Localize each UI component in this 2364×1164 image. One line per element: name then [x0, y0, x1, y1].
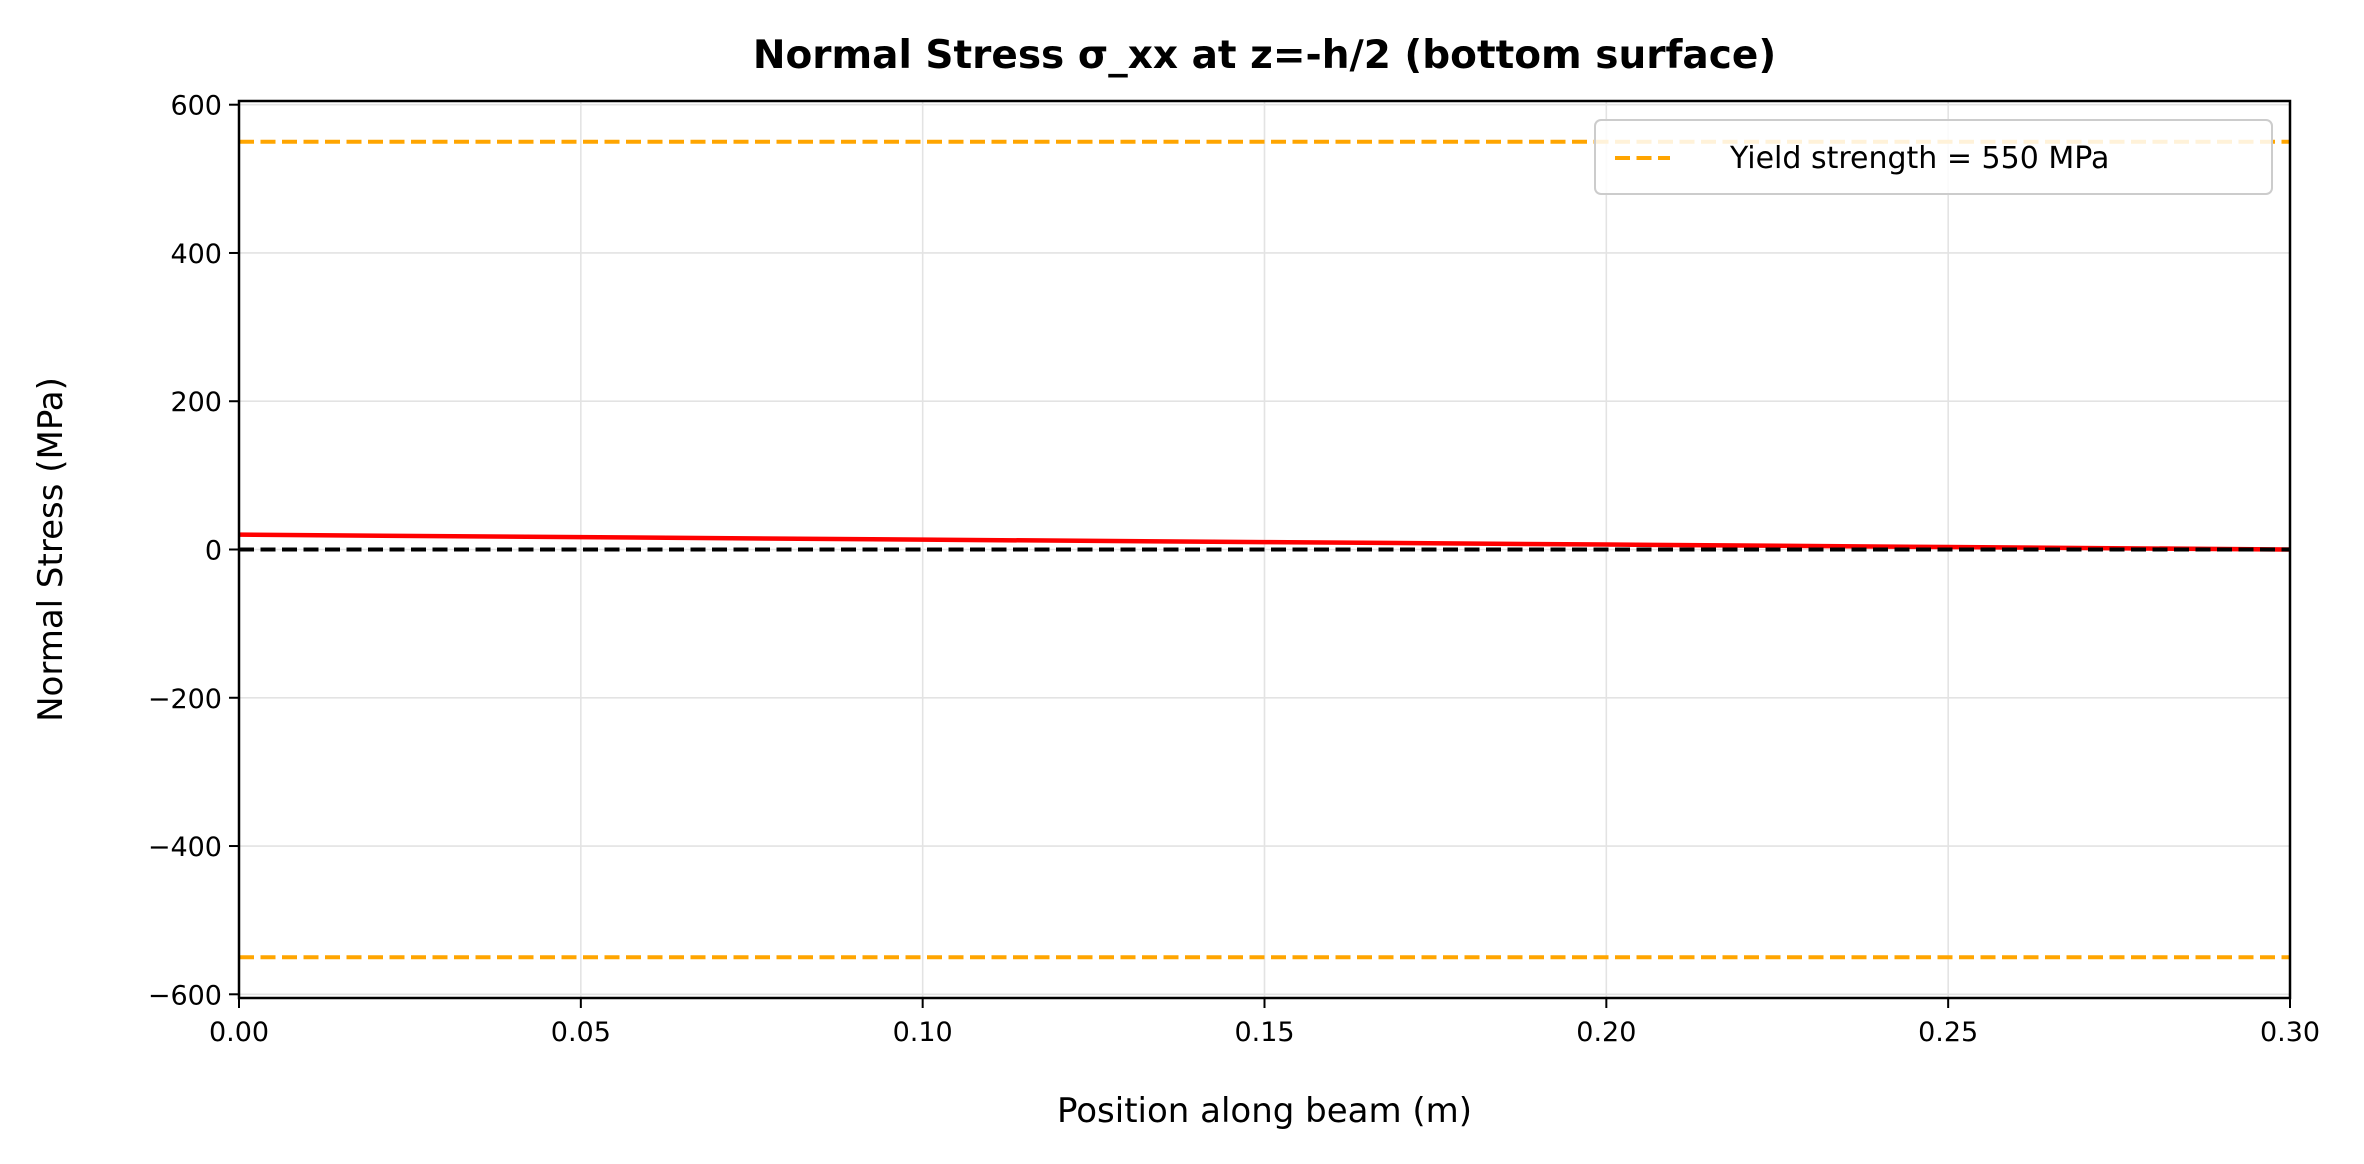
x-tick-label: 0.15 — [1234, 1017, 1294, 1048]
x-tick-label: 0.20 — [1576, 1017, 1636, 1048]
x-tick-label: 0.10 — [893, 1017, 953, 1048]
legend: Yield strength = 550 MPa — [1594, 119, 2273, 195]
x-axis-label: Position along beam (m) — [1057, 1091, 1472, 1131]
chart-title: Normal Stress σ_xx at z=-h/2 (bottom sur… — [753, 33, 1776, 78]
legend-box — [1594, 119, 2273, 195]
y-axis-label: Normal Stress (MPa) — [31, 377, 71, 722]
x-tick-label: 0.30 — [2260, 1017, 2320, 1048]
y-tick-label: −200 — [148, 684, 222, 715]
y-tick-label: −400 — [148, 832, 222, 863]
y-tick-label: −600 — [148, 980, 222, 1011]
y-tick-label: 200 — [170, 387, 222, 418]
y-tick-label: 400 — [170, 239, 222, 270]
x-tick-label: 0.00 — [209, 1017, 269, 1048]
stress-line — [238, 532, 2291, 552]
data-series — [238, 532, 2291, 552]
y-tick-label: 600 — [170, 91, 222, 122]
x-tick-label: 0.25 — [1918, 1017, 1978, 1048]
y-tick-label: 0 — [205, 536, 222, 567]
legend-label: Yield strength = 550 MPa — [1729, 141, 2109, 176]
x-tick-label: 0.05 — [551, 1017, 611, 1048]
axis-ticks: 0.00 0.05 0.10 0.15 0.20 0.25 0.30 −600 −400 −200… — [148, 91, 2320, 1048]
grid-lines — [238, 101, 2291, 998]
